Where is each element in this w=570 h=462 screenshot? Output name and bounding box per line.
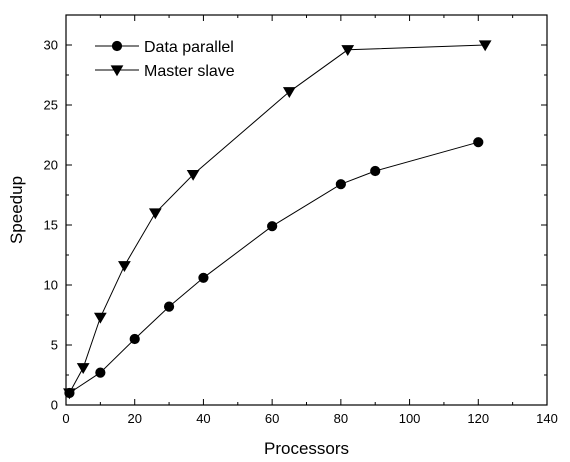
- series-data-parallel: [64, 137, 484, 399]
- data-point-data-parallel: [95, 367, 106, 378]
- data-point-master-slave: [282, 87, 296, 99]
- x-tick-label: 0: [62, 411, 69, 426]
- plot-frame: [65, 14, 548, 406]
- y-axis-title: Speedup: [7, 176, 26, 244]
- series-layer: [63, 40, 492, 400]
- y-tick-label: 0: [51, 398, 58, 413]
- data-point-master-slave: [478, 40, 492, 52]
- data-point-data-parallel: [129, 333, 140, 345]
- x-tick-label: 80: [334, 411, 348, 426]
- plot-border: [65, 14, 548, 406]
- x-axis-ticks: 0 20 40 60 80 100 120 140: [62, 15, 558, 426]
- x-axis-title: Processors: [264, 439, 349, 458]
- data-point-data-parallel: [163, 301, 175, 312]
- y-axis-ticks: 0 5 10 15 20 25 30: [44, 14, 547, 413]
- series-master-slave: [63, 40, 492, 400]
- y-tick-label: 25: [44, 98, 58, 113]
- data-point-data-parallel: [370, 165, 381, 177]
- x-tick-label: 100: [399, 411, 421, 426]
- legend-item-master-slave: Master slave: [95, 63, 235, 80]
- data-point-data-parallel: [473, 137, 484, 148]
- y-tick-label: 20: [44, 158, 58, 173]
- legend-item-data-parallel: Data parallel: [95, 39, 234, 56]
- data-point-data-parallel: [198, 272, 209, 283]
- x-tick-label: 120: [467, 411, 489, 426]
- y-tick-label: 10: [44, 278, 58, 293]
- data-point-master-slave: [93, 312, 107, 324]
- legend: Data parallel Master slave: [95, 39, 235, 80]
- data-point-master-slave: [76, 363, 90, 375]
- legend-label-data-parallel: Data parallel: [144, 39, 234, 56]
- legend-marker-master-slave: [110, 65, 124, 77]
- data-point-master-slave: [63, 388, 76, 400]
- x-tick-label: 20: [127, 411, 141, 426]
- x-tick-label: 140: [536, 411, 558, 426]
- y-tick-label: 5: [51, 338, 58, 353]
- series-line-data-parallel: [69, 141, 479, 394]
- x-tick-label: 40: [196, 411, 210, 426]
- legend-label-master-slave: Master slave: [144, 63, 235, 80]
- data-point-master-slave: [341, 45, 355, 57]
- data-point-master-slave: [148, 208, 162, 220]
- legend-marker-data-parallel: [111, 40, 123, 52]
- y-tick-label: 30: [44, 38, 58, 53]
- y-tick-label: 15: [44, 218, 58, 233]
- data-point-data-parallel: [335, 179, 346, 190]
- data-point-data-parallel: [267, 221, 278, 232]
- data-point-master-slave: [186, 169, 200, 181]
- x-tick-label: 60: [265, 411, 279, 426]
- data-point-master-slave: [118, 261, 131, 273]
